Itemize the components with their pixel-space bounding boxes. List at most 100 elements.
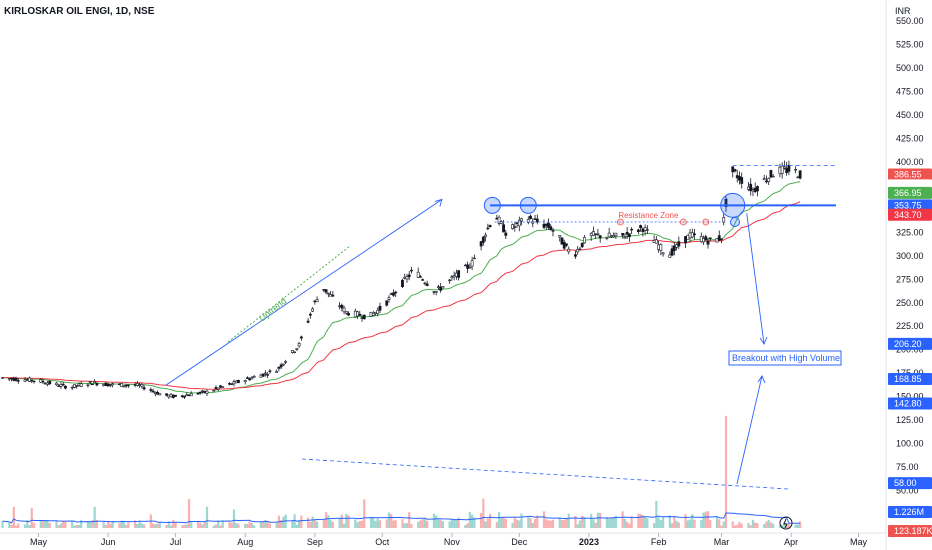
svg-text:58.00: 58.00 xyxy=(894,478,917,488)
volume-bar xyxy=(138,520,141,528)
volume-bar xyxy=(26,520,29,528)
volume-bar xyxy=(183,524,186,528)
candlesticks xyxy=(1,160,802,400)
candle xyxy=(308,312,312,319)
volume-bar xyxy=(235,522,238,528)
candle xyxy=(621,233,625,239)
volume-bar xyxy=(295,524,298,528)
candle xyxy=(10,377,13,382)
volume-bar xyxy=(769,522,773,528)
candle xyxy=(574,250,577,259)
volume-bar xyxy=(455,519,458,528)
volume-bar xyxy=(374,520,377,528)
volume-bar xyxy=(605,517,609,528)
price-axis[interactable]: 550.00 525.00 500.00 475.00 450.00 425.00 400.… xyxy=(885,0,924,550)
candle xyxy=(79,381,83,388)
volume-bar xyxy=(706,511,710,528)
volume-bar xyxy=(417,521,420,528)
candle xyxy=(219,384,222,389)
candle xyxy=(297,341,301,348)
volume-bar xyxy=(342,523,346,528)
volume-bar xyxy=(772,523,775,528)
x-tick-label: Aug xyxy=(237,537,253,547)
volume-bar xyxy=(118,523,121,528)
volume-bar xyxy=(266,521,269,528)
volume-bar xyxy=(733,525,737,528)
volume-bar xyxy=(44,520,47,528)
volume-bar xyxy=(405,523,409,528)
candle xyxy=(183,395,186,400)
y-tick-label: 275.00 xyxy=(896,274,924,284)
volume-bar xyxy=(410,524,413,528)
candle xyxy=(484,232,487,242)
volume-bar xyxy=(785,525,788,528)
candle xyxy=(434,291,438,296)
volume-bar xyxy=(356,522,359,528)
candle xyxy=(246,376,249,379)
candle xyxy=(73,384,76,389)
volume-bar xyxy=(574,515,577,528)
volume-bar xyxy=(441,521,445,528)
volume-bar xyxy=(23,524,27,528)
volume-bar xyxy=(347,515,350,528)
candle xyxy=(661,252,665,257)
candle xyxy=(311,307,314,313)
candle xyxy=(369,311,373,317)
candle xyxy=(645,225,649,235)
candle xyxy=(488,224,492,228)
time-axis[interactable]: May Jun Jul Aug Sep Oct Nov Dec 2023 Feb Mar Apr May xyxy=(0,532,886,547)
volume-bar xyxy=(174,522,177,528)
candle xyxy=(798,170,802,180)
candle xyxy=(693,228,696,240)
volume-bar xyxy=(102,521,105,528)
candle xyxy=(425,280,429,287)
volume-bar xyxy=(385,519,388,528)
breakout-callout[interactable]: Breakout with High Volume xyxy=(728,350,842,366)
volume-bar xyxy=(439,519,442,528)
volume-bar xyxy=(799,521,802,528)
candle xyxy=(394,290,398,298)
volume-bar xyxy=(486,518,489,528)
candle xyxy=(643,224,647,236)
volume-bar xyxy=(688,519,692,528)
candle xyxy=(43,382,47,385)
volume-bar xyxy=(309,521,312,528)
candle xyxy=(583,234,586,244)
candle xyxy=(232,379,236,387)
currency-label: INR xyxy=(895,6,911,16)
volume-bar xyxy=(536,515,539,528)
volume-bar xyxy=(140,523,143,528)
y-tick-label: 500.00 xyxy=(896,63,924,73)
candle xyxy=(670,245,674,257)
volume-bar xyxy=(578,520,582,528)
candle xyxy=(767,177,771,185)
volume-bar xyxy=(419,520,422,528)
candle xyxy=(515,222,519,228)
candle xyxy=(580,242,584,248)
volume-bar xyxy=(511,523,514,528)
volume-bar xyxy=(230,522,233,528)
volume-bar xyxy=(120,520,123,528)
volume-bar xyxy=(677,522,680,528)
replay-icon[interactable] xyxy=(779,516,793,530)
volume-bar xyxy=(324,512,328,528)
volume-bar xyxy=(259,521,263,528)
volume-bar xyxy=(657,517,660,528)
volume-bar xyxy=(89,521,92,528)
volume-bar xyxy=(264,519,267,528)
candle xyxy=(86,383,90,388)
touch-circle xyxy=(483,196,501,214)
volume-bar xyxy=(480,513,483,528)
candle xyxy=(156,390,159,395)
volume-bar xyxy=(596,512,600,528)
volume-bar xyxy=(432,513,436,528)
uptrend-label: Uptrend xyxy=(257,296,288,324)
volume-bar xyxy=(80,519,83,528)
candle xyxy=(266,372,270,379)
candle xyxy=(733,168,737,173)
candle xyxy=(16,377,20,384)
resistance-touch xyxy=(702,218,710,226)
volume-bar xyxy=(563,519,566,528)
volume-bar xyxy=(482,498,485,528)
